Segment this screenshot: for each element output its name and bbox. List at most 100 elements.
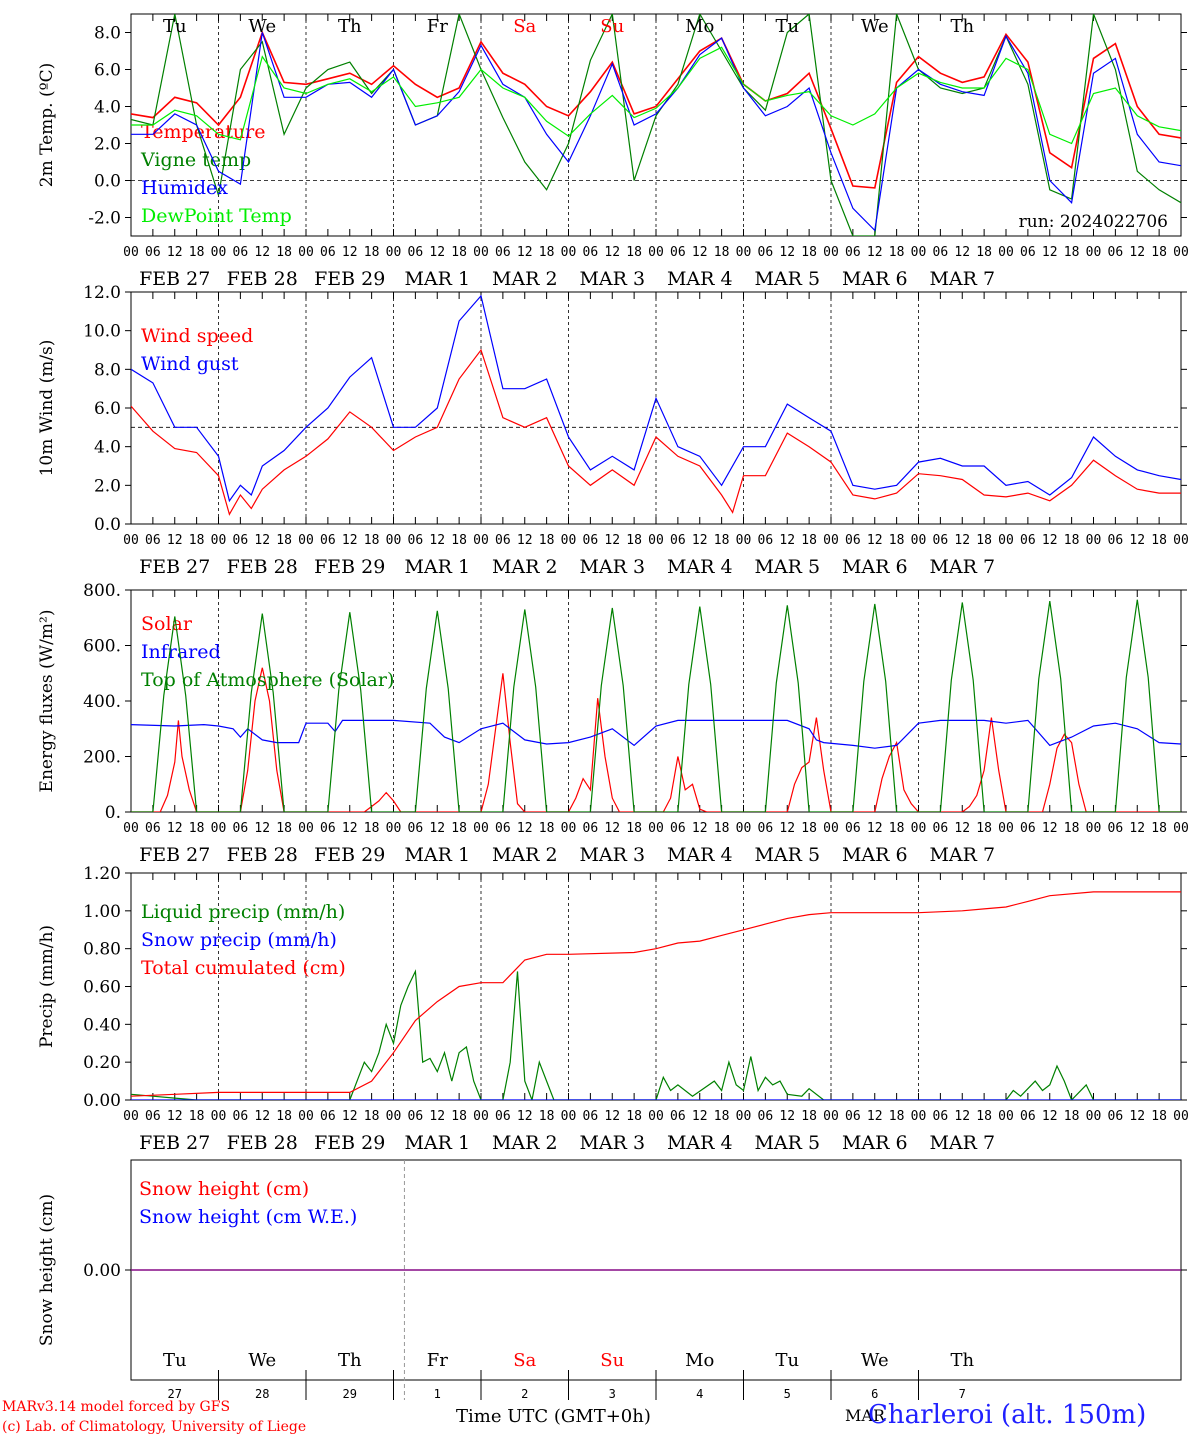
hour-tick-label: 06 xyxy=(758,533,774,548)
series-line-1 xyxy=(131,348,1181,516)
hour-tick-label: 00 xyxy=(473,1109,489,1124)
hour-tick-label: 00 xyxy=(736,821,752,836)
series-line-1 xyxy=(131,667,1181,812)
hour-tick-label: 12 xyxy=(1129,533,1145,548)
hour-tick-label: 18 xyxy=(189,1109,205,1124)
y-tick-label: 400. xyxy=(83,692,121,712)
date-label: MAR 7 xyxy=(929,1132,995,1154)
hour-tick-label: 00 xyxy=(911,821,927,836)
weekday-label-bottom: Su xyxy=(600,1350,624,1371)
date-label: MAR 1 xyxy=(404,1132,470,1154)
hour-tick-label: 12 xyxy=(429,821,445,836)
hour-tick-label: 00 xyxy=(736,533,752,548)
hour-tick-label: 00 xyxy=(736,1109,752,1124)
y-tick-label: 4.0 xyxy=(94,98,121,118)
hour-tick-label: 06 xyxy=(933,245,949,260)
hour-tick-label: 12 xyxy=(429,533,445,548)
y-axis-label: Energy fluxes (W/m²) xyxy=(37,610,57,793)
hour-tick-label: 00 xyxy=(386,1109,402,1124)
y-tick-label: 0. xyxy=(105,803,121,823)
date-label: FEB 27 xyxy=(139,268,210,290)
y-tick-label: 8.0 xyxy=(94,24,121,44)
legend-entry: Wind gust xyxy=(141,353,239,375)
hour-tick-label: 12 xyxy=(517,821,533,836)
series-line-2 xyxy=(131,294,1181,503)
hour-tick-label: 06 xyxy=(408,533,424,548)
hour-tick-label: 18 xyxy=(189,245,205,260)
hour-tick-label: 18 xyxy=(539,821,555,836)
hour-tick-label: 00 xyxy=(211,821,227,836)
hour-tick-label: 06 xyxy=(1108,821,1124,836)
hour-tick-label: 06 xyxy=(233,1109,249,1124)
date-label: MAR 2 xyxy=(492,556,558,578)
hour-tick-label: 06 xyxy=(758,245,774,260)
hour-tick-label: 00 xyxy=(211,245,227,260)
hour-tick-label: 00 xyxy=(998,245,1014,260)
y-tick-label: 10.0 xyxy=(83,322,121,342)
date-label: MAR 5 xyxy=(754,556,820,578)
hour-tick-label: 18 xyxy=(626,1109,642,1124)
hour-tick-label: 18 xyxy=(976,245,992,260)
hour-tick-label: 00 xyxy=(211,533,227,548)
y-axis-label: Precip (mm/h) xyxy=(37,925,57,1048)
weekday-label-bottom: Fr xyxy=(427,1350,448,1371)
hour-tick-label: 12 xyxy=(254,1109,270,1124)
hour-tick-label: 00 xyxy=(298,1109,314,1124)
hour-tick-label: 18 xyxy=(714,533,730,548)
date-label: MAR 5 xyxy=(754,844,820,866)
weekday-label-top: Tu xyxy=(163,16,187,37)
series-line-3 xyxy=(131,32,1181,232)
date-label: MAR 6 xyxy=(842,1132,908,1154)
hour-tick-label: 12 xyxy=(517,245,533,260)
y-tick-label: 200. xyxy=(83,748,121,768)
hour-tick-label: 00 xyxy=(473,533,489,548)
hour-tick-label: 12 xyxy=(342,533,358,548)
day-number-label: 29 xyxy=(343,1387,357,1401)
date-label: MAR 5 xyxy=(754,268,820,290)
hour-tick-label: 06 xyxy=(670,245,686,260)
hour-tick-label: 00 xyxy=(1086,1109,1102,1124)
day-number-label: 2 xyxy=(521,1387,528,1401)
hour-tick-label: 12 xyxy=(342,1109,358,1124)
weekday-label-top: Fr xyxy=(427,16,448,37)
hour-tick-label: 00 xyxy=(298,245,314,260)
hour-tick-label: 18 xyxy=(451,533,467,548)
model-credit: MARv3.14 model forced by GFS xyxy=(2,1399,231,1415)
hour-tick-label: 12 xyxy=(1042,821,1058,836)
legend-entry: Snow height (cm W.E.) xyxy=(139,1206,357,1228)
day-number-label: 3 xyxy=(609,1387,616,1401)
date-label: MAR 4 xyxy=(667,268,733,290)
hour-tick-label: 00 xyxy=(561,1109,577,1124)
y-axis-label: 2m Temp. (ºC) xyxy=(37,63,57,188)
series-line-1 xyxy=(131,969,1181,1100)
hour-tick-label: 00 xyxy=(561,533,577,548)
hour-tick-label: 18 xyxy=(1151,533,1167,548)
hour-tick-label: 06 xyxy=(583,821,599,836)
date-label: FEB 28 xyxy=(227,268,298,290)
weekday-label-top: We xyxy=(248,16,276,37)
hour-tick-label: 12 xyxy=(342,245,358,260)
y-tick-label: 12.0 xyxy=(83,283,121,303)
y-tick-label: 8.0 xyxy=(94,360,121,380)
legend-entry: Top of Atmosphere (Solar) xyxy=(141,669,394,691)
hour-tick-label: 12 xyxy=(1129,245,1145,260)
day-number-label: 6 xyxy=(871,1387,878,1401)
hour-tick-label: 06 xyxy=(145,1109,161,1124)
weekday-label-top: Th xyxy=(338,16,362,37)
date-label: MAR 3 xyxy=(579,556,645,578)
hour-tick-label: 18 xyxy=(539,533,555,548)
hour-tick-label: 12 xyxy=(779,245,795,260)
hour-tick-label: 18 xyxy=(976,821,992,836)
hour-tick-label: 12 xyxy=(167,1109,183,1124)
hour-tick-label: 00 xyxy=(648,533,664,548)
hour-tick-label: 00 xyxy=(473,821,489,836)
hour-tick-label: 06 xyxy=(145,533,161,548)
hour-tick-label: 00 xyxy=(648,245,664,260)
day-number-label: 4 xyxy=(696,1387,703,1401)
hour-tick-label: 18 xyxy=(364,245,380,260)
hour-tick-label: 12 xyxy=(254,245,270,260)
hour-tick-label: 00 xyxy=(386,821,402,836)
date-label: FEB 29 xyxy=(314,268,385,290)
hour-tick-label: 18 xyxy=(976,1109,992,1124)
